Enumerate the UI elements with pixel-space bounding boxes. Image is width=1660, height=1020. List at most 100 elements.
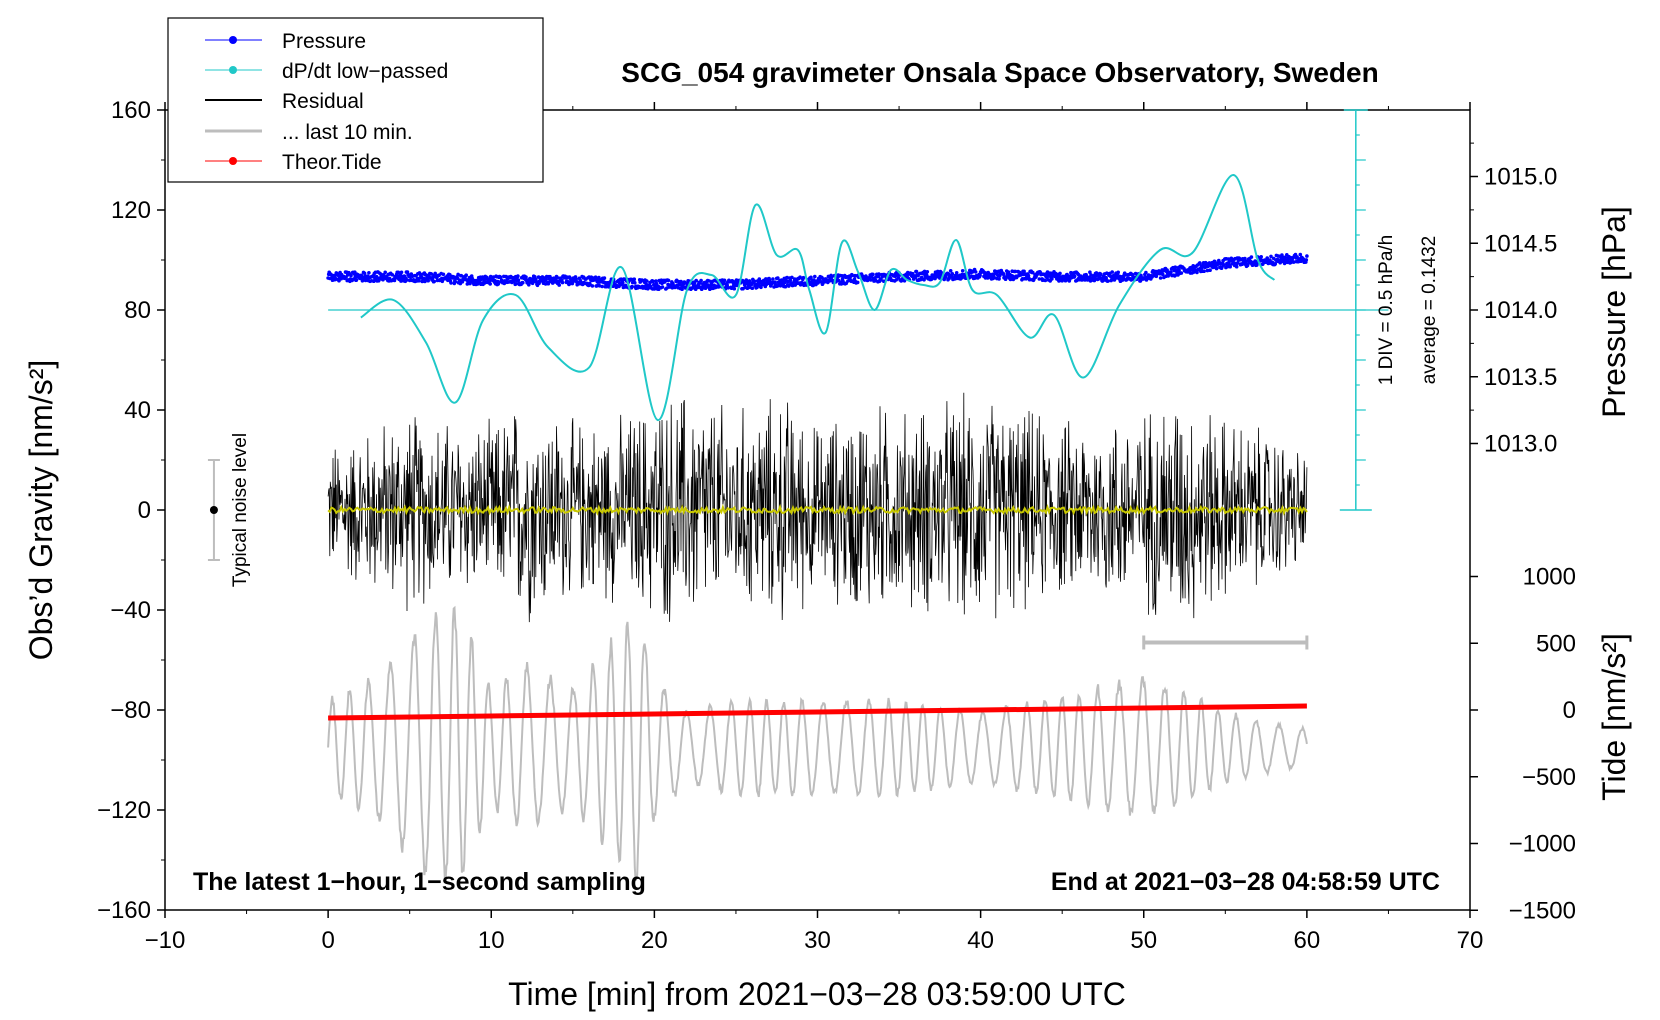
dpdt-line <box>360 174 1276 422</box>
pressure-point <box>640 278 644 282</box>
pressure-point <box>1004 275 1008 280</box>
pressure-point <box>453 280 458 284</box>
pressure-point <box>978 273 982 278</box>
pressure-point <box>954 271 959 275</box>
pressure-point <box>633 281 637 285</box>
pressure-point <box>950 272 955 276</box>
pressure-point <box>997 277 1001 281</box>
x-tick-label: 20 <box>641 927 668 954</box>
pressure-point <box>798 275 802 280</box>
pressure-point <box>459 273 464 278</box>
pressure-average-label: average = 0.1432 <box>1419 236 1440 384</box>
residual-line <box>327 392 1308 623</box>
legend-label-last10: ... last 10 min. <box>282 121 413 144</box>
pressure-point <box>767 278 772 283</box>
pressure-point <box>660 285 665 289</box>
legend: Pressure dP/dt low−passed Residual ... l… <box>167 17 544 183</box>
pressure-point <box>729 286 734 291</box>
pressure-point <box>879 278 883 282</box>
pressure-point <box>496 282 501 286</box>
x-tick-label: 30 <box>804 927 831 954</box>
pressure-point <box>1208 268 1212 273</box>
chart-title: SCG_054 gravimeter Onsala Space Observat… <box>621 57 1378 88</box>
pressure-point <box>464 273 469 278</box>
pressure-point <box>1024 277 1029 281</box>
pressure-point <box>456 272 460 277</box>
axis-ticks: −10 0 10 20 30 40 50 60 70 160 120 80 40 0 −40 −80 −120 −… <box>97 97 1576 954</box>
pressure-point <box>362 271 367 276</box>
tide-tick-label: 0 <box>1563 697 1576 724</box>
pressure-point <box>734 278 739 282</box>
noise-bar-center <box>209 506 218 514</box>
pressure-point <box>524 275 528 279</box>
pressure-point <box>1249 255 1254 259</box>
pressure-point <box>877 272 881 276</box>
pressure-point <box>1001 272 1006 276</box>
pressure-point <box>516 274 520 278</box>
pressure-point <box>666 278 671 283</box>
pressure-point <box>788 278 793 283</box>
pressure-point <box>1046 270 1050 275</box>
pressure-point <box>544 277 548 282</box>
pressure-point <box>679 279 683 284</box>
residual-mean-line <box>327 503 1308 516</box>
pressure-tick-label: 1014.5 <box>1484 230 1557 257</box>
legend-item-residual: Residual <box>205 90 364 113</box>
tide-line <box>328 703 1307 721</box>
pressure-point <box>1027 277 1032 282</box>
pressure-point <box>1116 270 1120 275</box>
pressure-point <box>630 284 634 289</box>
legend-item-pressure: Pressure <box>205 30 366 53</box>
pressure-point <box>349 273 353 278</box>
legend-item-last10: ... last 10 min. <box>205 121 413 144</box>
pressure-point <box>432 279 437 284</box>
pressure-point <box>597 284 602 288</box>
pressure-point <box>850 273 855 278</box>
pressure-point <box>1013 269 1018 274</box>
pressure-point <box>1022 269 1026 274</box>
pressure-point <box>776 276 780 280</box>
tide-tick-label: 500 <box>1536 630 1576 657</box>
pressure-point <box>460 280 465 284</box>
pressure-point <box>1072 274 1077 278</box>
pressure-point <box>426 278 431 283</box>
pressure-point <box>1050 277 1054 281</box>
pressure-point <box>848 275 852 280</box>
legend-label-tide: Theor.Tide <box>282 151 382 174</box>
pressure-point <box>1213 259 1217 264</box>
pressure-point <box>801 275 806 280</box>
last10-series <box>327 605 1308 883</box>
tide-tick-label: −1500 <box>1509 897 1576 924</box>
pressure-point <box>722 278 727 283</box>
pressure-point <box>645 279 649 283</box>
y-tick-label: −160 <box>97 897 151 924</box>
pressure-point <box>757 277 762 281</box>
pressure-point <box>1144 270 1148 275</box>
pressure-point <box>694 278 698 283</box>
bottom-right-note: End at 2021−03−28 04:58:59 UTC <box>1051 868 1440 896</box>
pressure-point <box>707 279 712 283</box>
pressure-point <box>374 274 379 279</box>
pressure-point <box>750 286 755 291</box>
pressure-series <box>326 252 1309 292</box>
pressure-point <box>869 278 873 282</box>
pressure-point <box>359 273 364 278</box>
tide-tick-label: 1000 <box>1523 564 1576 591</box>
pressure-point <box>488 282 493 286</box>
pressure-point <box>1177 268 1181 273</box>
pressure-point <box>514 282 519 286</box>
y-tick-label: −120 <box>97 797 151 824</box>
pressure-point <box>1255 263 1259 267</box>
pressure-point <box>420 279 425 284</box>
pressure-point <box>1304 258 1309 262</box>
pressure-point <box>1037 277 1042 281</box>
x-tick-label: 0 <box>321 927 334 954</box>
pressure-point <box>1173 265 1178 270</box>
pressure-point <box>970 270 975 274</box>
legend-label-residual: Residual <box>282 90 364 113</box>
pressure-point <box>759 285 763 290</box>
last10-line <box>327 605 1308 883</box>
pressure-point <box>1236 261 1240 265</box>
pressure-tick-label: 1013.0 <box>1484 431 1557 458</box>
pressure-point <box>449 281 453 285</box>
